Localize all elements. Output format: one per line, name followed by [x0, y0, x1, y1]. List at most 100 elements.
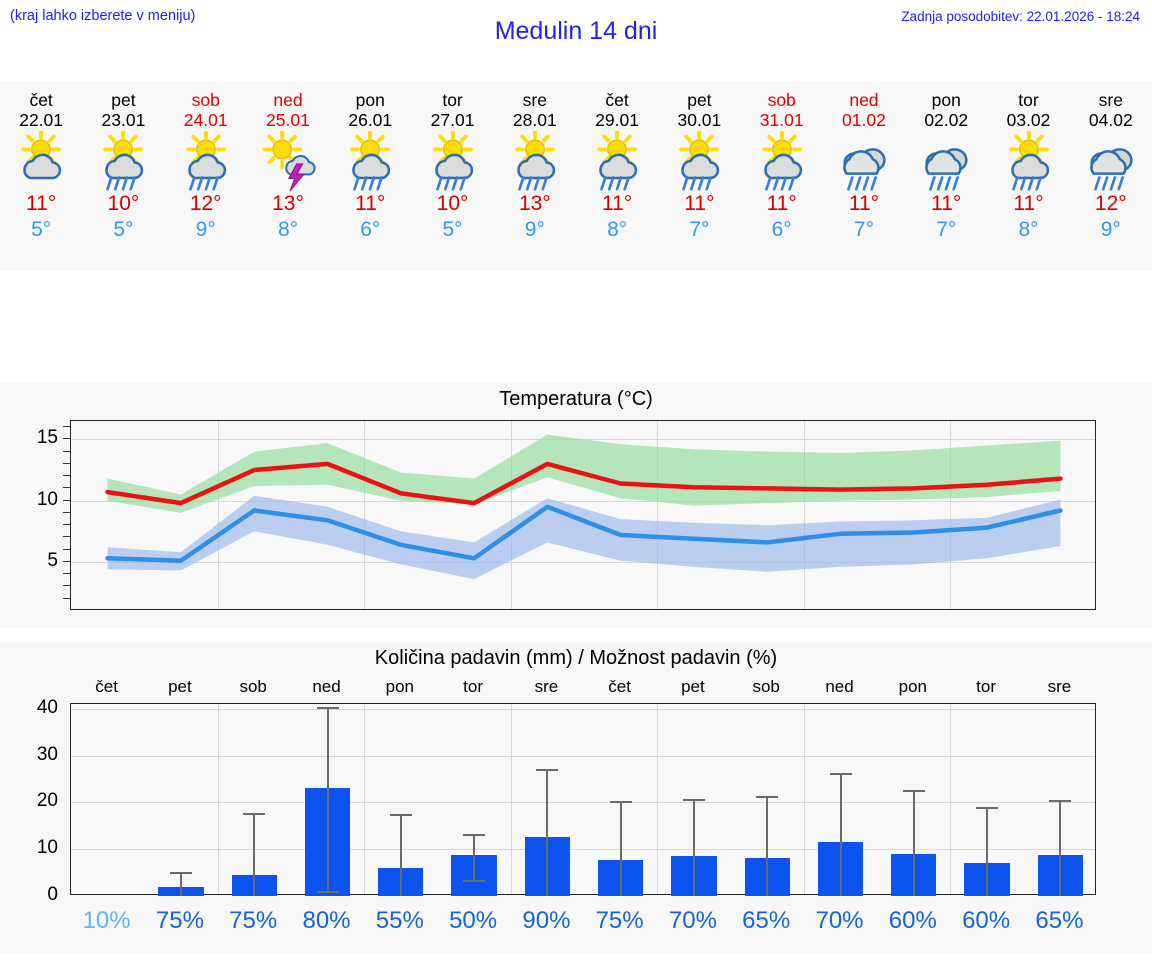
day-column[interactable]: čet 22.01 11° 5°	[0, 82, 82, 270]
precipitation-day-label: tor	[463, 677, 484, 696]
gridline-horizontal	[71, 755, 1095, 757]
day-max-temp: 10°	[436, 192, 469, 215]
y-axis-tick-label: 5	[47, 549, 58, 571]
precipitation-error-bar	[326, 706, 329, 892]
precipitation-probability: 55%	[375, 907, 424, 934]
day-max-temp: 11°	[602, 192, 633, 215]
gridline-vertical	[510, 421, 512, 609]
day-column[interactable]: sob 24.01 12° 9°	[165, 82, 247, 270]
day-min-temp: 6°	[771, 218, 792, 241]
day-date: 23.01	[101, 110, 146, 130]
precipitation-error-cap-top	[976, 806, 999, 809]
precipitation-day-label: sre	[534, 677, 559, 696]
day-column[interactable]: pon 02.02 11° 7°	[905, 82, 987, 270]
gridline-vertical	[657, 421, 659, 609]
day-name: sob	[767, 90, 796, 110]
sun-behind-rain-cloud-icon	[741, 131, 823, 191]
day-column[interactable]: tor 27.01 10° 5°	[411, 82, 493, 270]
day-column[interactable]: sre 28.01 13° 9°	[494, 82, 576, 270]
day-min-temp: 7°	[853, 218, 874, 241]
precipitation-error-cap-top	[682, 798, 705, 801]
day-max-temp: 11°	[684, 192, 715, 215]
day-max-temp: 13°	[272, 192, 304, 215]
max-temp-line	[105, 461, 1063, 506]
day-min-temp: 9°	[524, 218, 545, 241]
precipitation-day-label: pon	[898, 677, 927, 696]
page-header: (kraj lahko izberete v meniju) Medulin 1…	[0, 0, 1152, 72]
day-column[interactable]: ned 25.01 13° 8°	[247, 82, 329, 270]
precipitation-day-label: čet	[608, 677, 631, 696]
day-date: 04.02	[1088, 110, 1133, 130]
day-column[interactable]: ned 01.02 11° 7°	[823, 82, 905, 270]
y-axis-tick-label: 10	[36, 488, 58, 510]
day-name: sre	[522, 90, 547, 110]
precipitation-error-bar	[1059, 799, 1062, 896]
gridline-vertical	[364, 421, 366, 609]
precipitation-probability: 60%	[962, 907, 1011, 934]
last-updated: Zadnja posodobitev: 22.01.2026 - 18:24	[901, 9, 1140, 24]
precipitation-error-bar	[179, 871, 182, 896]
day-min-temp: 5°	[31, 218, 52, 241]
temperature-series-layer	[105, 434, 1063, 580]
day-column[interactable]: tor 03.02 11° 8°	[987, 82, 1069, 270]
day-date: 03.02	[1006, 110, 1051, 130]
precipitation-probability: 60%	[888, 907, 937, 934]
day-date: 02.02	[924, 110, 969, 130]
y-axis-tick-mark	[63, 475, 70, 477]
precipitation-error-bar	[546, 769, 549, 896]
y-axis-tick-mark	[63, 560, 70, 562]
gridline-horizontal	[71, 708, 1095, 710]
precipitation-error-cap-bottom	[463, 880, 486, 883]
precipitation-error-bar	[839, 773, 842, 896]
day-name: čet	[29, 90, 53, 110]
y-axis-tick-label: 0	[47, 884, 58, 905]
day-max-temp: 11°	[848, 192, 880, 215]
gridline-vertical	[950, 704, 952, 894]
day-date: 27.01	[430, 110, 475, 130]
day-name: tor	[442, 90, 463, 110]
day-name: tor	[1018, 90, 1039, 110]
sun-behind-cloud-icon	[0, 131, 82, 191]
day-date: 30.01	[677, 110, 722, 130]
precipitation-error-cap-top	[169, 871, 192, 874]
y-axis-tick-mark	[63, 499, 70, 501]
y-axis-tick-label: 30	[36, 743, 58, 765]
precipitation-day-label: pet	[168, 677, 192, 696]
min-temp-line	[105, 504, 1063, 563]
day-date: 24.01	[183, 110, 228, 130]
day-max-temp: 11°	[355, 192, 386, 215]
y-axis-tick-label: 20	[36, 790, 58, 812]
day-max-temp: 11°	[1013, 192, 1044, 215]
y-axis-tick-mark	[63, 438, 70, 440]
day-column[interactable]: sre 04.02 12° 9°	[1070, 82, 1152, 270]
gridline-vertical	[803, 704, 805, 894]
day-column[interactable]: pet 30.01 11° 7°	[658, 82, 740, 270]
rain-cloud-icon	[905, 133, 987, 191]
precipitation-error-bar	[912, 790, 915, 896]
precipitation-error-cap-top	[756, 796, 779, 799]
day-column[interactable]: pet 23.01 10° 5°	[82, 82, 164, 270]
y-axis-tick-mark	[63, 585, 70, 587]
day-column[interactable]: sob 31.01 11° 6°	[741, 82, 823, 270]
day-column[interactable]: pon 26.01 11° 6°	[329, 82, 411, 270]
sun-behind-rain-cloud-icon	[82, 131, 164, 191]
day-date: 22.01	[19, 110, 64, 130]
day-min-temp: 7°	[936, 218, 957, 241]
day-column[interactable]: čet 29.01 11° 8°	[576, 82, 658, 270]
day-name: pet	[111, 90, 136, 110]
precipitation-probability: 50%	[449, 907, 498, 934]
gridline-vertical	[803, 421, 805, 609]
gridline-vertical	[950, 421, 952, 609]
precipitation-day-label: ned	[825, 677, 854, 696]
temperature-chart-title: Temperatura (°C)	[499, 388, 653, 410]
precipitation-error-cap-top	[536, 769, 559, 772]
rain-cloud-icon	[823, 133, 905, 191]
y-axis-tick-mark	[63, 597, 70, 599]
precipitation-day-label: čet	[95, 677, 118, 696]
gridline-vertical	[657, 704, 659, 894]
day-min-temp: 8°	[1018, 218, 1039, 241]
gridline-horizontal	[71, 802, 1095, 804]
precipitation-error-cap-top	[463, 834, 486, 837]
